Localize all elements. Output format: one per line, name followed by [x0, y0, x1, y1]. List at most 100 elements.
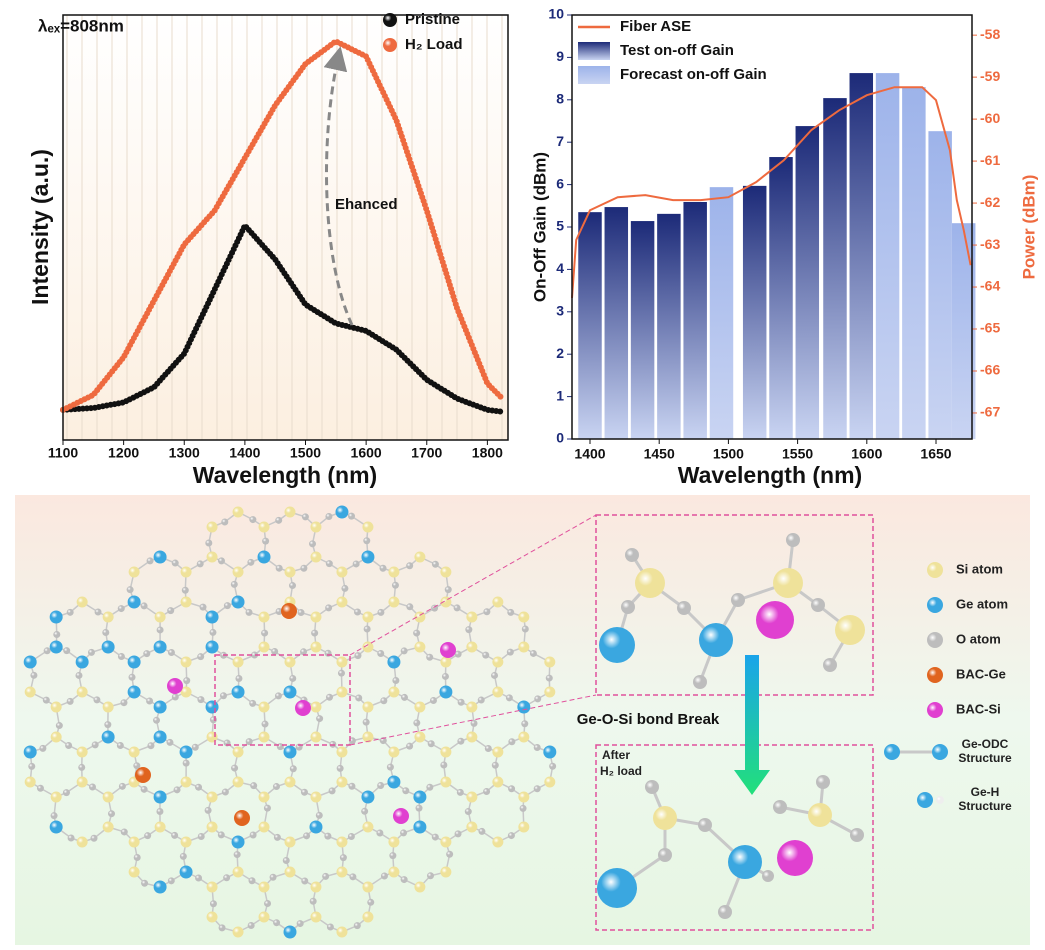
- o-atom: [300, 648, 308, 656]
- o-atom: [349, 873, 357, 881]
- o-atom: [116, 742, 124, 750]
- si-atom: [128, 836, 140, 848]
- o-atom: [505, 694, 513, 702]
- si-atom: [258, 731, 270, 743]
- o-atom: [199, 603, 207, 611]
- o-atom: [262, 537, 270, 545]
- y-tick-label: 7: [556, 133, 564, 149]
- si-atom: [362, 641, 374, 653]
- o-atom: [506, 648, 514, 656]
- si-atom: [258, 521, 270, 533]
- si-atom: [362, 881, 374, 893]
- bar: [823, 98, 847, 439]
- atom: [808, 803, 832, 827]
- si-atom: [492, 836, 504, 848]
- o-atom: [171, 559, 179, 567]
- o-atom: [247, 558, 255, 566]
- o-atom: [325, 560, 333, 568]
- si-atom: [518, 611, 530, 623]
- y2-tick-label: -64: [980, 278, 1000, 294]
- legend-label: Structure: [958, 751, 1012, 765]
- y-tick-label: 6: [556, 175, 564, 191]
- o-atom: [171, 831, 179, 839]
- o-atom: [218, 924, 226, 932]
- atom: [621, 600, 635, 614]
- y2-tick-label: -66: [980, 362, 1000, 378]
- o-atom: [104, 721, 112, 729]
- o-atom: [209, 628, 217, 636]
- atom: [786, 533, 800, 547]
- o-atom: [325, 604, 333, 612]
- atom: [677, 601, 691, 615]
- o-atom: [275, 608, 283, 616]
- si-atom: [102, 611, 114, 623]
- o-atom: [413, 629, 421, 637]
- o-atom: [354, 608, 362, 616]
- o-atom: [117, 605, 125, 613]
- legend-marker: [927, 597, 943, 613]
- x-tick-label: 1600: [351, 445, 382, 461]
- o-atom: [465, 626, 473, 634]
- o-atom: [275, 516, 283, 524]
- o-atom: [93, 696, 101, 704]
- si-atom: [518, 731, 530, 743]
- ge-atom: [361, 790, 375, 804]
- o-atom: [223, 602, 231, 610]
- si-atom: [50, 701, 62, 713]
- ge-atom: [361, 550, 375, 564]
- o-atom: [269, 873, 277, 881]
- o-atom: [231, 764, 239, 772]
- o-atom: [91, 741, 99, 749]
- o-atom: [484, 744, 492, 752]
- o-atom: [431, 833, 439, 841]
- bar: [683, 201, 707, 439]
- y-tick-label: 8: [556, 91, 564, 107]
- si-atom: [50, 731, 62, 743]
- o-atom: [362, 718, 370, 726]
- legend-label: Pristine: [405, 11, 460, 28]
- o-atom: [195, 783, 203, 791]
- si-atom: [102, 821, 114, 833]
- o-atom: [363, 537, 371, 545]
- o-atom: [182, 759, 190, 767]
- si-atom: [50, 791, 62, 803]
- o-atom: [400, 693, 408, 701]
- o-atom: [296, 920, 304, 928]
- si-atom: [180, 596, 192, 608]
- si-atom: [284, 566, 296, 578]
- o-atom: [545, 674, 553, 682]
- si-atom: [466, 611, 478, 623]
- o-atom: [457, 737, 465, 745]
- x-tick-label: 1800: [472, 445, 503, 461]
- ge-atom: [309, 820, 323, 834]
- o-atom: [477, 696, 485, 704]
- y-tick-label: 0: [556, 430, 564, 446]
- atom: [653, 806, 677, 830]
- o-atom: [301, 513, 309, 521]
- o-atom: [117, 653, 125, 661]
- o-atom: [457, 698, 465, 706]
- si-atom: [284, 836, 296, 848]
- o-atom: [120, 699, 128, 707]
- o-atom: [235, 675, 243, 683]
- o-atom: [108, 810, 116, 818]
- o-atom: [141, 879, 149, 887]
- legend-label: Ge-H: [971, 785, 1000, 799]
- o-atom: [248, 877, 256, 885]
- o-atom: [249, 831, 257, 839]
- ge-atom: [205, 640, 219, 654]
- o-atom: [427, 872, 435, 880]
- legend-label: BAC-Ge: [956, 666, 1006, 681]
- si-atom: [258, 821, 270, 833]
- legend-marker: [383, 13, 397, 27]
- o-atom: [534, 695, 542, 703]
- bar: [902, 87, 926, 439]
- o-atom: [415, 804, 423, 812]
- o-atom: [289, 582, 297, 590]
- o-atom: [376, 829, 384, 837]
- x-tick-label: 1400: [229, 445, 260, 461]
- atom: [731, 593, 745, 607]
- x-tick-label: 1300: [169, 445, 200, 461]
- si-atom: [128, 746, 140, 758]
